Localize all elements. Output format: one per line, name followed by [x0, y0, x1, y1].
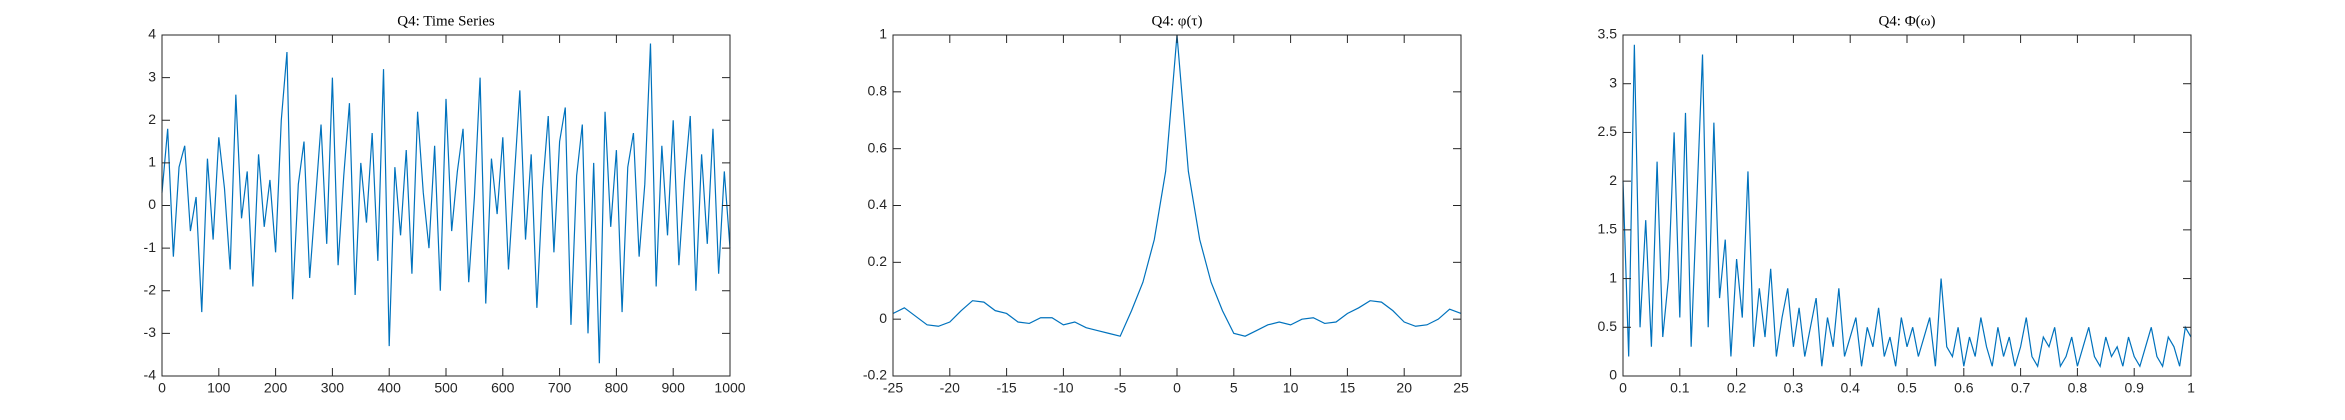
x-tick-label: 100	[207, 380, 231, 396]
y-tick-label: -4	[144, 367, 157, 383]
y-tick-label: 0	[1609, 367, 1617, 383]
y-tick-label: -2	[144, 281, 157, 297]
y-tick-label: 4	[148, 26, 156, 42]
x-tick-label: 0.9	[2124, 380, 2144, 396]
y-tick-label: 3	[148, 68, 156, 84]
y-tick-label: 2	[148, 111, 156, 127]
x-tick-label: 900	[662, 380, 686, 396]
y-tick-label: -0.2	[863, 367, 887, 383]
axes-background	[1623, 35, 2191, 376]
y-tick-label: 1	[148, 154, 156, 170]
x-tick-label: 0.4	[1840, 380, 1860, 396]
chart-title: Q4: Time Series	[397, 13, 495, 29]
y-tick-label: 0.5	[1598, 318, 1618, 334]
y-tick-label: -1	[144, 239, 157, 255]
axes-background	[162, 35, 730, 376]
x-tick-label: 0.5	[1897, 380, 1917, 396]
axes-background	[893, 35, 1461, 376]
x-tick-label: 15	[1340, 380, 1356, 396]
y-tick-label: 0.2	[868, 253, 888, 269]
series-line	[1622, 44, 2192, 369]
y-tick-label: 0	[879, 310, 887, 326]
x-tick-label: -20	[940, 380, 960, 396]
x-tick-label: 300	[321, 380, 345, 396]
x-tick-label: 0	[1619, 380, 1627, 396]
x-tick-label: 600	[491, 380, 515, 396]
x-tick-label: -5	[1114, 380, 1127, 396]
x-tick-label: 800	[605, 380, 629, 396]
y-tick-label: 0.6	[868, 139, 888, 155]
x-tick-label: -15	[996, 380, 1016, 396]
x-tick-label: 400	[378, 380, 402, 396]
x-tick-label: 200	[264, 380, 288, 396]
x-tick-label: 0.8	[2068, 380, 2088, 396]
x-tick-label: 500	[434, 380, 458, 396]
x-tick-label: 0.2	[1727, 380, 1747, 396]
x-tick-label: 20	[1396, 380, 1412, 396]
x-tick-label: 0.1	[1670, 380, 1690, 396]
x-tick-label: 700	[548, 380, 572, 396]
x-tick-label: 1000	[714, 380, 745, 396]
x-tick-label: 25	[1453, 380, 1469, 396]
y-tick-label: 1	[879, 26, 887, 42]
x-tick-label: 0	[158, 380, 166, 396]
y-tick-label: 3	[1609, 74, 1617, 90]
y-tick-label: 0.8	[868, 83, 888, 99]
chart-title: Q4: Φ(ω)	[1878, 13, 1935, 29]
x-tick-label: 0	[1173, 380, 1181, 396]
chart-title: Q4: φ(τ)	[1152, 13, 1203, 29]
series-line	[161, 43, 731, 364]
x-tick-label: 5	[1230, 380, 1238, 396]
x-tick-label: -25	[883, 380, 903, 396]
y-tick-label: 0	[148, 196, 156, 212]
x-tick-label: -10	[1053, 380, 1073, 396]
y-tick-label: 1.5	[1598, 221, 1618, 237]
x-tick-label: 10	[1283, 380, 1299, 396]
y-tick-label: 2	[1609, 172, 1617, 188]
y-tick-label: 1	[1609, 269, 1617, 285]
x-tick-label: 0.6	[1954, 380, 1974, 396]
y-tick-label: 0.4	[868, 196, 888, 212]
y-tick-label: 3.5	[1598, 26, 1618, 42]
x-tick-label: 0.3	[1784, 380, 1804, 396]
y-tick-label: -3	[144, 324, 157, 340]
y-tick-label: 2.5	[1598, 123, 1618, 139]
x-tick-label: 0.7	[2011, 380, 2031, 396]
x-tick-label: 1	[2187, 380, 2195, 396]
